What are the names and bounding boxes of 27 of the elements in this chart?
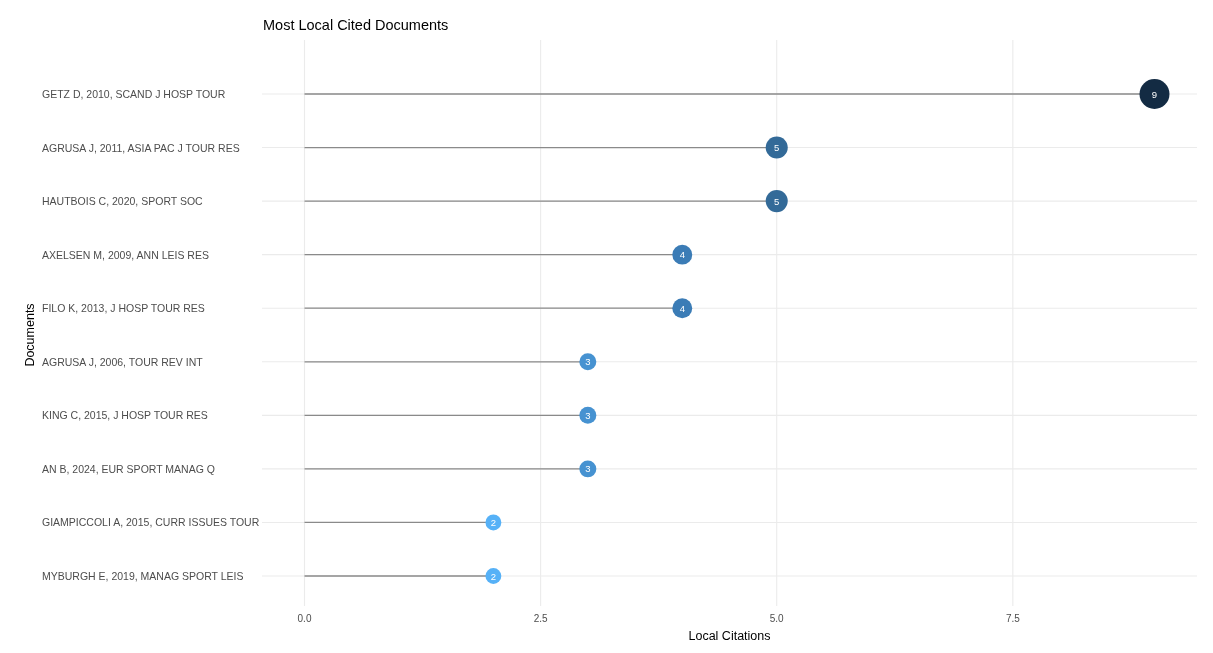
y-axis-title: Documents: [23, 303, 37, 367]
data-label: 3: [585, 463, 591, 475]
y-tick-label: AGRUSA J, 2011, ASIA PAC J TOUR RES: [42, 141, 240, 154]
y-tick-label: AN B, 2024, EUR SPORT MANAG Q: [42, 462, 215, 475]
data-label: 3: [585, 409, 591, 421]
y-tick-label: GETZ D, 2010, SCAND J HOSP TOUR: [42, 88, 226, 100]
data-label: 9: [1151, 88, 1158, 100]
y-tick-label: AXELSEN M, 2009, ANN LEIS RES: [42, 248, 209, 261]
data-label: 5: [774, 195, 780, 207]
chart-title: Most Local Cited Documents: [263, 17, 449, 33]
x-tick-label: 2.5: [533, 613, 548, 624]
data-label: 5: [774, 142, 780, 154]
y-tick-label: MYBURGH E, 2019, MANAG SPORT LEIS: [42, 570, 244, 582]
x-axis-title: Local Citations: [688, 629, 771, 643]
data-label: 2: [490, 570, 497, 582]
data-label: 4: [679, 302, 685, 314]
x-tick-label: 5.0: [769, 613, 785, 624]
y-tick-label: FILO K, 2013, J HOSP TOUR RES: [42, 302, 205, 315]
y-tick-label: GIAMPICCOLI A, 2015, CURR ISSUES TOUR: [42, 516, 260, 529]
y-tick-label: HAUTBOIS C, 2020, SPORT SOC: [42, 195, 204, 208]
data-label: 2: [490, 516, 497, 528]
y-tick-label: KING C, 2015, J HOSP TOUR RES: [42, 409, 208, 422]
y-tick-label: AGRUSA J, 2006, TOUR REV INT: [42, 355, 204, 368]
x-tick-label: 0.0: [297, 613, 312, 624]
data-label: 4: [679, 249, 685, 261]
x-tick-label: 7.5: [1005, 613, 1021, 624]
data-label: 3: [585, 356, 591, 368]
